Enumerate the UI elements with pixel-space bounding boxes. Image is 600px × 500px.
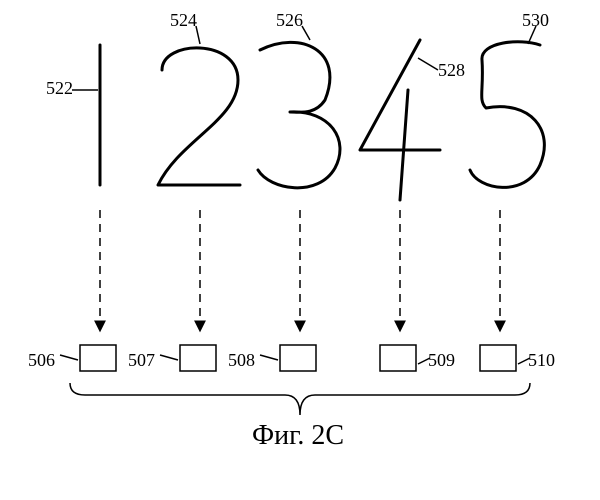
output-box-3 xyxy=(280,345,316,371)
ref-box-4: 509 xyxy=(428,350,455,371)
output-box-5 xyxy=(480,345,516,371)
digit-2 xyxy=(158,48,240,185)
leader-digit-3 xyxy=(302,26,310,40)
leader-box-3 xyxy=(260,355,278,360)
digit-3 xyxy=(258,42,340,187)
ref-digit-3: 526 xyxy=(276,10,303,31)
ref-digit-5: 530 xyxy=(522,10,549,31)
figure-caption: Фиг. 2C xyxy=(252,420,344,452)
ref-digit-4: 528 xyxy=(438,60,465,81)
ref-digit-2: 524 xyxy=(170,10,197,31)
brace xyxy=(70,383,530,415)
ref-box-2: 507 xyxy=(128,350,155,371)
ref-box-3: 508 xyxy=(228,350,255,371)
digit-5 xyxy=(470,42,544,188)
output-box-2 xyxy=(180,345,216,371)
ref-box-5: 510 xyxy=(528,350,555,371)
output-box-1 xyxy=(80,345,116,371)
leader-box-1 xyxy=(60,355,78,360)
ref-box-1: 506 xyxy=(28,350,55,371)
leader-box-2 xyxy=(160,355,178,360)
ref-digit-1: 522 xyxy=(46,78,73,99)
leader-digit-4 xyxy=(418,58,438,70)
output-box-4 xyxy=(380,345,416,371)
